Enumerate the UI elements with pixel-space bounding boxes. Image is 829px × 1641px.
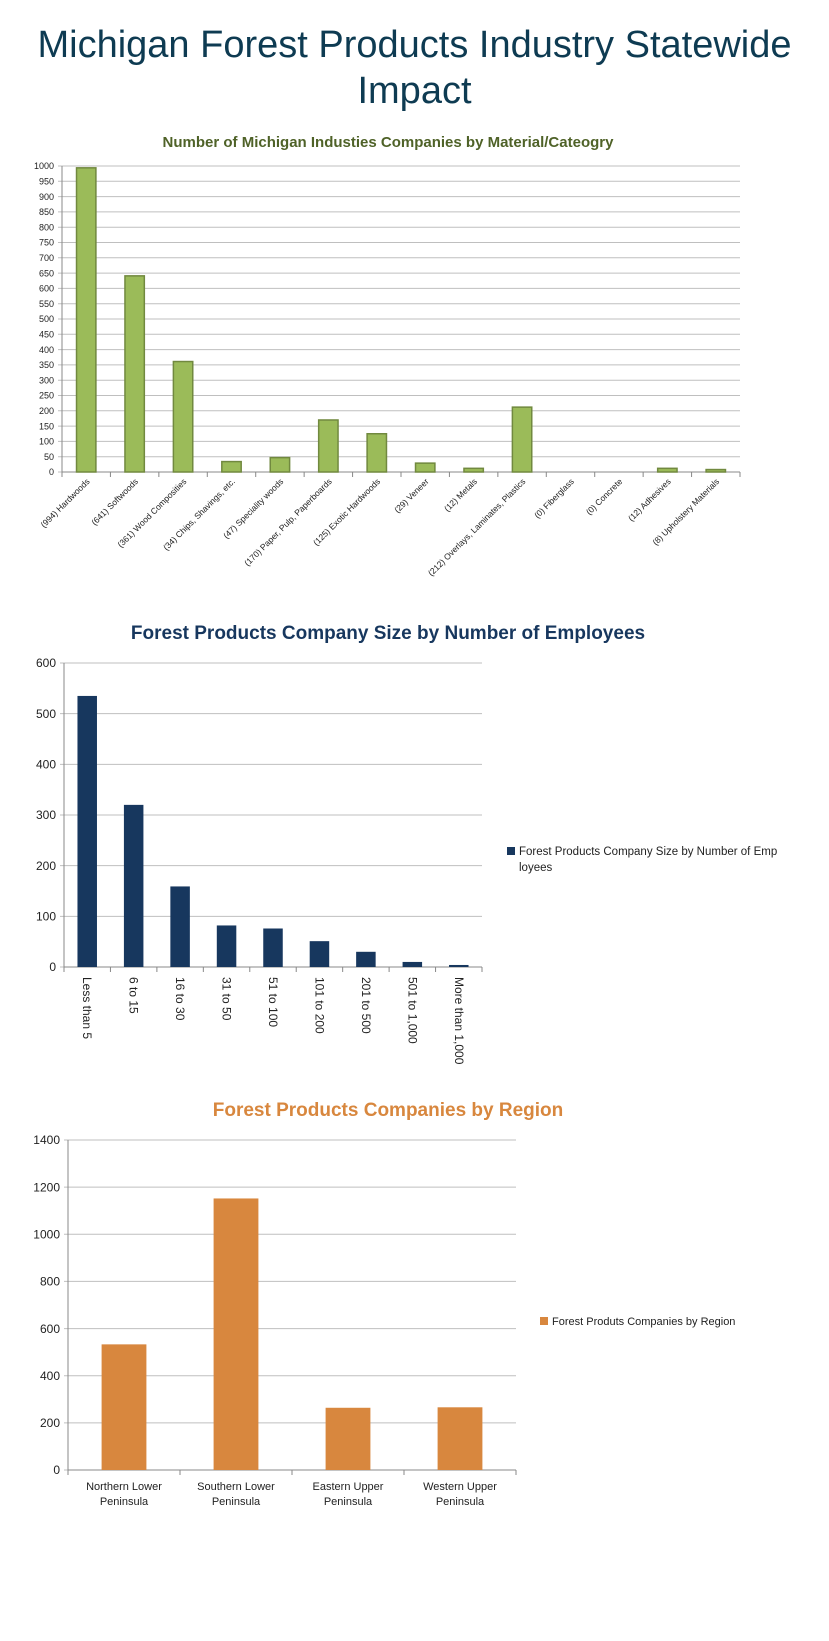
y-tick-label: 200 [39,406,54,416]
bar [656,467,678,473]
bar [366,433,388,473]
x-tick-label: (0) Fiberglass [532,476,576,520]
bar [172,360,194,473]
x-tick-label: (0) Concrete [584,476,625,517]
y-tick-label: 50 [44,452,54,462]
y-tick-label: 800 [40,1275,60,1289]
bar [124,275,146,473]
y-tick-label: 400 [36,758,56,772]
bar [123,804,144,967]
chart-title: Number of Michigan Industies Companies b… [163,134,615,151]
x-tick-label: Peninsula [324,1496,373,1508]
y-tick-label: 750 [39,238,54,248]
x-tick-label: (12) Adhesives [626,476,673,523]
x-tick-label: 6 to 15 [127,977,141,1014]
y-tick-label: 0 [53,1463,60,1477]
x-tick-label: Peninsula [436,1496,485,1508]
x-tick-label: More than 1,000 [452,977,466,1065]
legend-label: Forest Produts Companies by Region [552,1316,735,1328]
y-tick-label: 700 [39,253,54,263]
y-tick-label: 250 [39,391,54,401]
chart-title: Forest Products Companies by Region [213,1100,564,1121]
y-tick-label: 900 [39,192,54,202]
legend-label: loyees [519,862,552,874]
y-tick-label: 150 [39,421,54,431]
y-tick-label: 450 [39,329,54,339]
bar [309,941,330,967]
bar [705,468,727,473]
bar [213,1198,259,1470]
y-tick-label: 400 [39,345,54,355]
y-tick-label: 350 [39,360,54,370]
x-tick-label: (12) Metals [442,476,479,513]
x-tick-label: Northern Lower [86,1481,162,1493]
bar [317,419,339,473]
y-tick-label: 200 [40,1416,60,1430]
page-title: Michigan Forest Products Industry Statew… [37,24,792,112]
x-tick-label: 51 to 100 [266,977,280,1027]
bar [463,467,485,473]
bar [216,925,237,967]
bar [221,460,242,473]
bar [263,928,283,967]
y-tick-label: 1200 [33,1180,60,1194]
x-tick-label: 101 to 200 [312,977,326,1034]
y-tick-label: 500 [36,707,56,721]
bar [75,167,97,473]
bar [170,886,190,967]
y-tick-label: 950 [39,176,54,186]
y-tick-label: 1000 [34,161,54,171]
x-tick-label: 16 to 30 [173,977,187,1021]
bar [325,1407,371,1470]
bar [437,1407,483,1470]
x-tick-label: Peninsula [100,1496,149,1508]
y-tick-label: 200 [36,859,56,873]
x-tick-label: (212) Overlays, Laminates, Plastics [426,476,528,578]
y-tick-label: 0 [49,467,54,477]
legend-swatch [540,1317,548,1325]
y-tick-label: 650 [39,268,54,278]
bar [101,1344,147,1470]
region-chart: Forest Products Companies by Region 0 200 4… [33,1100,735,1508]
x-tick-label: (641) Softwoods [89,476,140,527]
y-tick-label: 600 [39,284,54,294]
material-category-chart: Number of Michigan Industies Companies b… [34,134,741,578]
x-tick-label: (170) Paper, Pulp, Paperboards [242,476,334,568]
x-tick-label: 501 to 1,000 [405,977,419,1044]
y-tick-label: 850 [39,207,54,217]
y-tick-label: 800 [39,222,54,232]
x-tick-label: (994) Hardwoods [38,476,91,529]
y-tick-label: 0 [49,960,56,974]
bar [449,964,469,967]
x-tick-label: Western Upper [423,1481,497,1493]
legend-label: Forest Products Company Size by Number o… [519,846,777,858]
company-size-chart: Forest Products Company Size by Number o… [36,623,777,1065]
bar [511,406,533,473]
y-tick-label: 100 [39,437,54,447]
x-tick-label: (29) Veneer [392,476,431,515]
x-tick-label: Eastern Upper [313,1481,384,1493]
x-tick-label: Southern Lower [197,1481,275,1493]
y-tick-label: 1000 [33,1227,60,1241]
x-tick-label: 31 to 50 [220,977,234,1021]
y-tick-label: 1400 [33,1133,60,1147]
bar [77,695,97,967]
y-tick-label: 100 [36,910,56,924]
y-tick-label: 400 [40,1369,60,1383]
bar [402,961,423,967]
x-tick-label: Less than 5 [80,977,94,1039]
bar [269,456,291,473]
y-tick-label: 550 [39,299,54,309]
y-tick-label: 600 [36,656,56,670]
bar [356,951,376,967]
x-tick-label: 201 to 500 [359,977,373,1034]
y-tick-label: 600 [40,1322,60,1336]
y-tick-label: 300 [39,375,54,385]
bar [414,462,436,473]
y-tick-label: 500 [39,314,54,324]
legend-swatch [507,847,515,855]
x-tick-label: Peninsula [212,1496,261,1508]
chart-title: Forest Products Company Size by Number o… [131,623,645,644]
y-tick-label: 300 [36,808,56,822]
